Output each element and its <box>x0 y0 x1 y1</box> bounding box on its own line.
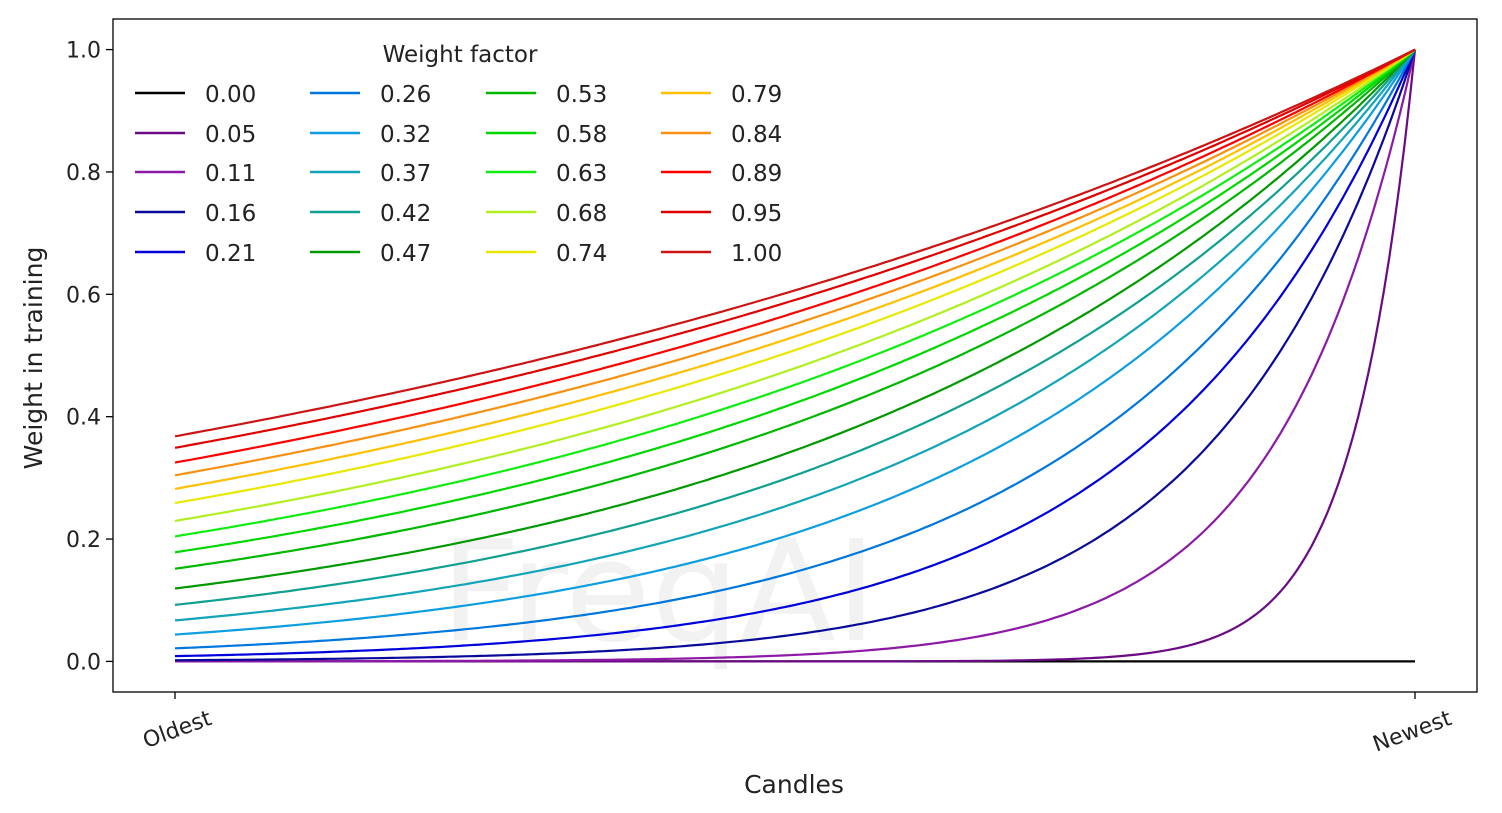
legend-item-0.79: 0.79 <box>661 82 782 108</box>
legend-label: 0.58 <box>556 122 607 148</box>
legend-label: 0.32 <box>380 122 431 148</box>
legend-label: 0.47 <box>380 241 431 267</box>
legend-label: 0.84 <box>731 122 782 148</box>
legend-label: 0.89 <box>731 161 782 187</box>
legend-item-0.47: 0.47 <box>310 241 431 267</box>
legend-title: Weight factor <box>383 42 538 68</box>
legend-item-0.84: 0.84 <box>661 122 782 148</box>
plot-frame <box>112 18 1478 693</box>
legend-label: 0.26 <box>380 82 431 108</box>
series-line-0.42 <box>174 48 1416 606</box>
y-tick-label: 0.4 <box>66 406 101 431</box>
series-line-0.11 <box>175 49 1417 663</box>
y-tick-label: 1.0 <box>66 39 101 64</box>
legend-label: 0.11 <box>205 161 256 187</box>
legend-item-0.74: 0.74 <box>486 241 607 267</box>
x-tick-label: Newest <box>1370 706 1456 758</box>
series-line-0.63 <box>174 48 1416 538</box>
legend-label: 0.95 <box>731 201 782 227</box>
legend-item-0.95: 0.95 <box>661 201 782 227</box>
series-line-0.68 <box>174 48 1416 522</box>
legend-item-0.00: 0.00 <box>135 82 256 108</box>
legend-item-0.37: 0.37 <box>310 161 431 187</box>
legend-item-0.11: 0.11 <box>135 161 256 187</box>
watermark: FreqAI <box>440 511 877 674</box>
series-line-0.84 <box>174 48 1416 477</box>
legend-label: 0.37 <box>380 161 431 187</box>
legend-item-0.21: 0.21 <box>135 241 256 267</box>
legend-item-0.32: 0.32 <box>310 122 431 148</box>
series-line-0.95 <box>174 48 1416 449</box>
y-tick-label: 0.8 <box>66 161 101 186</box>
series-line-1.00 <box>174 48 1416 438</box>
legend-item-0.89: 0.89 <box>661 161 782 187</box>
legend-item-0.05: 0.05 <box>135 122 256 148</box>
series-line-0.79 <box>174 48 1416 490</box>
legend-item-0.63: 0.63 <box>486 161 607 187</box>
legend-label: 0.68 <box>556 201 607 227</box>
legend-item-0.68: 0.68 <box>486 201 607 227</box>
legend-item-1.00: 1.00 <box>661 241 782 267</box>
y-tick-label: 0.0 <box>66 650 101 675</box>
series-line-0.37 <box>174 48 1416 622</box>
legend-label: 0.16 <box>205 201 256 227</box>
series-line-0.26 <box>174 49 1416 650</box>
y-tick-label: 0.6 <box>66 283 101 308</box>
x-tick-label: Oldest <box>140 706 216 754</box>
series-line-0.74 <box>174 48 1416 505</box>
legend-label: 0.05 <box>205 122 256 148</box>
y-tick-label: 0.2 <box>66 528 101 553</box>
legend-label: 0.42 <box>380 201 431 227</box>
y-axis: 0.0 0.2 0.4 0.6 0.8 1.0 <box>66 39 113 675</box>
series-line-0.47 <box>174 48 1416 590</box>
legend-label: 0.79 <box>731 82 782 108</box>
legend-label: 0.21 <box>205 241 256 267</box>
legend-item-0.26: 0.26 <box>310 82 431 108</box>
legend-item-0.42: 0.42 <box>310 201 431 227</box>
legend: Weight factor 0.00 0.05 0.11 0.16 0.21 0.26 0.… <box>135 42 782 267</box>
legend-item-0.53: 0.53 <box>486 82 607 108</box>
legend-label: 1.00 <box>731 241 782 267</box>
series-line-0.16 <box>175 49 1417 662</box>
legend-label: 0.74 <box>556 241 607 267</box>
series-line-0.53 <box>174 48 1416 570</box>
series-line-0.89 <box>174 48 1416 464</box>
x-axis: Oldest Newest <box>140 692 1456 758</box>
y-axis-label: Weight in training <box>19 247 48 470</box>
legend-label: 0.53 <box>556 82 607 108</box>
series-line-0.58 <box>174 48 1416 554</box>
legend-label: 0.00 <box>205 82 256 108</box>
series-line-0.32 <box>174 48 1416 636</box>
legend-item-0.16: 0.16 <box>135 201 256 227</box>
x-axis-label: Candles <box>744 770 844 799</box>
series-line-0.21 <box>174 49 1417 658</box>
series-lines <box>174 48 1417 663</box>
legend-item-0.58: 0.58 <box>486 122 607 148</box>
legend-label: 0.63 <box>556 161 607 187</box>
